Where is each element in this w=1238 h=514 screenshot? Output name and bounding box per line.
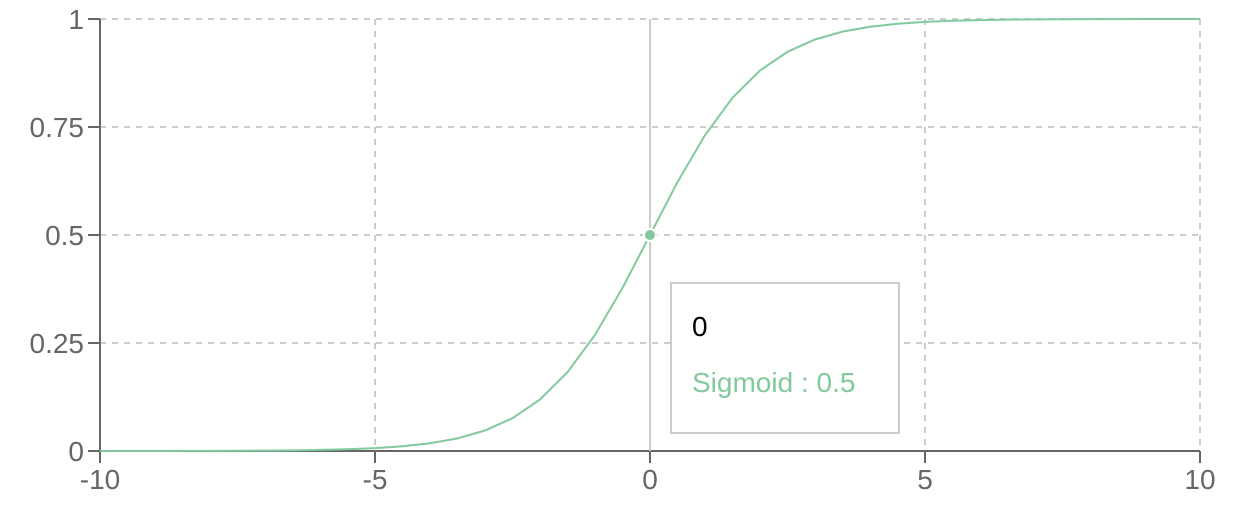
x-tick-label: 0 bbox=[642, 464, 658, 495]
y-tick-label: 0 bbox=[68, 436, 84, 467]
series bbox=[99, 18, 1201, 452]
y-tick-label: 1 bbox=[68, 4, 84, 35]
tooltip-separator: : bbox=[793, 367, 817, 398]
y-tick-label: 0.75 bbox=[30, 112, 85, 143]
x-tick-label: -5 bbox=[363, 464, 388, 495]
x-tick-label: -10 bbox=[80, 464, 120, 495]
tooltip-series-name: Sigmoid bbox=[692, 367, 794, 398]
tooltip-value: 0.5 bbox=[816, 367, 856, 398]
tooltip-label: 0 bbox=[692, 311, 708, 342]
y-tick-label: 0.5 bbox=[45, 220, 84, 251]
ticks: 0 0.25 0.5 0.75 1 -10 -5 0 5 10 bbox=[30, 4, 1216, 495]
x-tick-label: 5 bbox=[917, 464, 933, 495]
tooltip-item: Sigmoid : 0.5 bbox=[692, 366, 878, 400]
x-tick-label: 10 bbox=[1184, 464, 1215, 495]
y-tick-label: 0.25 bbox=[30, 328, 85, 359]
active-point-dot bbox=[643, 228, 657, 242]
tooltip: 0 Sigmoid : 0.5 bbox=[670, 282, 900, 434]
